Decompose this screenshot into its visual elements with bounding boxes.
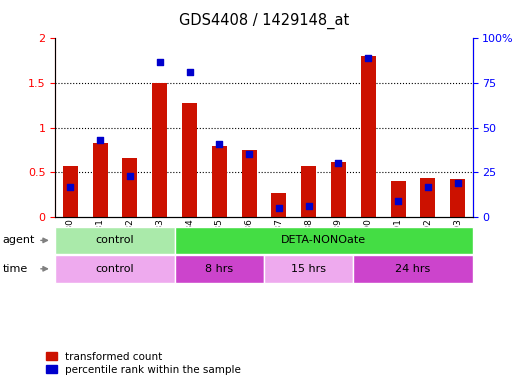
Bar [63,166,78,217]
Text: control: control [96,264,134,274]
Bar [152,83,167,217]
Point [334,161,343,167]
Bar [122,158,137,217]
Bar [450,179,465,217]
Bar [331,162,346,217]
Point [96,137,105,143]
Point [185,69,194,75]
Bar [420,178,435,217]
Bar [93,143,108,217]
Text: 15 hrs: 15 hrs [291,264,326,274]
Point [454,180,462,186]
Point [215,141,223,147]
Bar [212,146,227,217]
Bar [391,181,406,217]
Point [423,184,432,190]
Text: GDS4408 / 1429148_at: GDS4408 / 1429148_at [179,13,349,29]
Text: time: time [3,264,28,274]
Point [155,58,164,65]
Text: 8 hrs: 8 hrs [205,264,233,274]
Point [305,203,313,209]
Bar [361,56,376,217]
Bar [271,193,286,217]
Text: DETA-NONOate: DETA-NONOate [281,235,366,245]
Legend: transformed count, percentile rank within the sample: transformed count, percentile rank withi… [42,348,245,379]
Bar [301,166,316,217]
Point [245,151,253,157]
Bar [242,150,257,217]
Point [364,55,373,61]
Bar [182,103,197,217]
Point [126,173,134,179]
Text: 24 hrs: 24 hrs [395,264,431,274]
Point [66,184,74,190]
Text: agent: agent [3,235,35,245]
Text: control: control [96,235,134,245]
Point [394,198,402,204]
Point [275,205,283,211]
